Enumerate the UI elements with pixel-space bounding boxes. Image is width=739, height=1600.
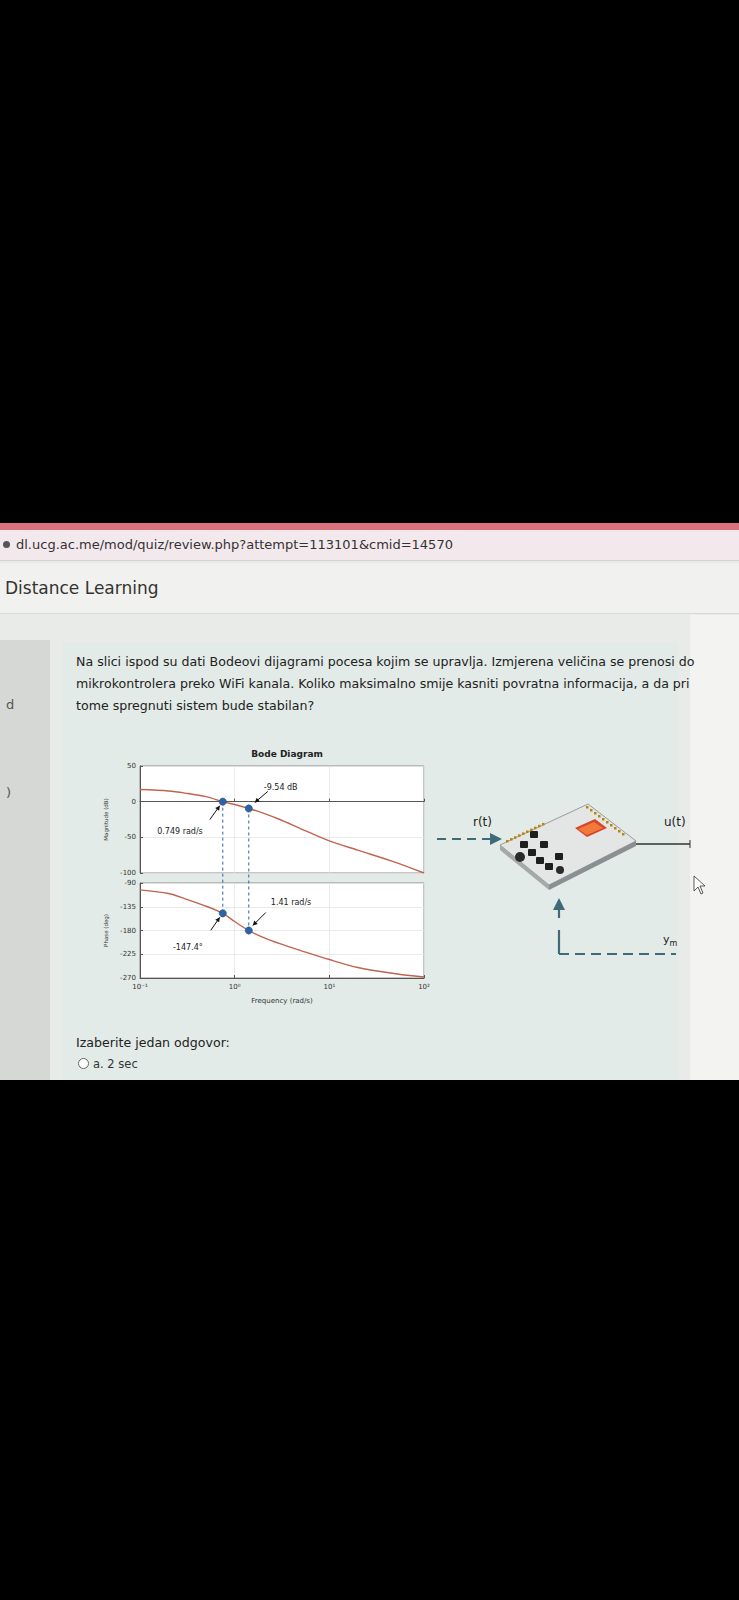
svg-text:0: 0 [132,798,136,806]
svg-text:-270: -270 [120,974,136,982]
html-text:tome spregnuti sistem bude sta: tome spregnuti sistem bude stabilan? [76,698,315,713]
html-text:Izaberite jedan odgovor:: Izaberite jedan odgovor: [76,1035,230,1050]
svg-text:-147.4°: -147.4° [173,943,203,952]
svg-text:-135: -135 [120,903,136,911]
svg-text:r(t): r(t) [473,815,492,829]
html-text:dl.ucg.ac.me/mod/quiz/review.p: dl.ucg.ac.me/mod/quiz/review.php?attempt… [16,537,453,552]
html-text:Distance Learning: Distance Learning [5,578,159,598]
svg-text:ym: ym [663,933,678,948]
svg-text:-50: -50 [125,833,136,841]
html-text:a. 2 sec: a. 2 sec [93,1057,138,1071]
svg-text:Frequency (rad/s): Frequency (rad/s) [251,997,313,1005]
svg-text:u(t): u(t) [664,815,686,829]
svg-text:1.41 rad/s: 1.41 rad/s [271,898,312,907]
html-text:mikrokontrolera preko WiFi kan: mikrokontrolera preko WiFi kanala. Kolik… [76,676,690,691]
svg-text:-90: -90 [125,879,136,887]
svg-text:-9.54 dB: -9.54 dB [264,783,298,792]
svg-text:10⁻¹: 10⁻¹ [132,983,148,991]
svg-text:10¹: 10¹ [323,983,335,991]
html-text:d: d [6,697,15,712]
svg-text:-100: -100 [120,869,136,877]
svg-text:Bode Diagram: Bode Diagram [251,749,323,759]
svg-text:0.749 rad/s: 0.749 rad/s [157,827,203,836]
svg-text:50: 50 [127,762,136,770]
html-text:Na slici ispod su dati Bodeovi: Na slici ispod su dati Bodeovi dijagrami… [76,654,695,669]
svg-text:Phase (deg): Phase (deg) [103,914,110,947]
svg-text:10⁰: 10⁰ [229,983,241,991]
svg-text:Magnitude (dB): Magnitude (dB) [103,798,110,840]
svg-text:10²: 10² [418,983,430,991]
svg-text:-180: -180 [120,927,136,935]
svg-text:-225: -225 [120,950,136,958]
